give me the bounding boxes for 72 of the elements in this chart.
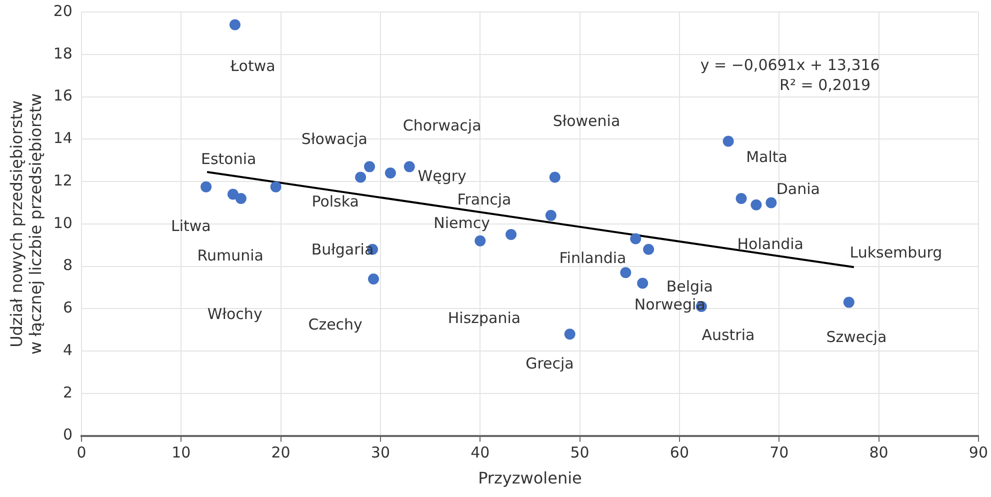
annotation: Holandia [737, 234, 804, 253]
point [200, 181, 212, 192]
point [404, 161, 415, 172]
x-tick-label: 60 [670, 444, 690, 462]
annotation: Szwecja [826, 328, 887, 346]
y-tick-label: 0 [62, 426, 72, 444]
annotation: Polska [312, 192, 359, 211]
annotation: Łotwa [229, 56, 276, 75]
annotation: Hiszpania [448, 309, 521, 328]
point [545, 210, 556, 221]
annotation: Estonia [200, 150, 256, 168]
x-axis-title: Przyzwolenie [478, 468, 582, 488]
point [630, 233, 642, 244]
y-axis-title: Udział nowych przedsiębiorstw w łącznej liczbie przedsiębiorstw [6, 93, 45, 355]
y-tick-label: 6 [62, 298, 72, 317]
point [364, 161, 376, 172]
annotation: Rumunia [197, 246, 264, 265]
y-tick-label: 2 [62, 383, 72, 402]
annotation: Niemcy [434, 214, 490, 232]
annotation: Słowenia [552, 112, 620, 130]
point [766, 197, 777, 208]
x-tick-label: 50 [570, 444, 590, 462]
annotation: Luksemburg [850, 243, 942, 262]
annotation: Słowacja [301, 130, 368, 148]
y-tick-label: 10 [53, 214, 72, 232]
annotation: Chorwacja [402, 116, 482, 134]
y-tick-label: 12 [53, 171, 72, 190]
x-tick-label: 0 [76, 444, 86, 462]
point [750, 199, 762, 210]
annotation: Austria [702, 326, 755, 344]
annotation: Grecja [526, 354, 574, 373]
x-tick-label: 90 [968, 444, 988, 462]
annotation: Węgry [418, 167, 466, 186]
x-tick-label: 20 [271, 444, 290, 462]
annotation: Dania [776, 180, 820, 198]
point [564, 328, 576, 340]
x-tick-label: 30 [370, 444, 390, 462]
point [235, 192, 246, 204]
x-tick-label: 80 [869, 444, 888, 462]
point [368, 273, 379, 284]
point [637, 278, 648, 289]
y-tick-label: 8 [62, 256, 72, 274]
y-tick-label: 20 [53, 2, 72, 20]
point [384, 168, 396, 179]
y-tick-label: 18 [53, 44, 72, 62]
annotation: Belgia [666, 277, 713, 296]
point [227, 188, 238, 200]
point [355, 172, 366, 183]
annotation: Czechy [308, 316, 363, 334]
y-tick-label: 16 [53, 86, 72, 105]
point [843, 296, 854, 308]
point [736, 192, 747, 204]
point [474, 235, 486, 246]
x-tick-label: 40 [470, 444, 490, 462]
y-tick-label: 14 [53, 129, 72, 148]
annotation: R² = 0,2019 [780, 76, 871, 94]
point [643, 244, 654, 255]
x-tick-label: 70 [770, 444, 789, 462]
annotation: Litwa [170, 216, 211, 235]
point [620, 267, 632, 278]
y-tick-label: 4 [62, 340, 72, 359]
point [722, 136, 734, 147]
annotation: Malta [746, 148, 788, 166]
annotation: Francja [457, 190, 512, 208]
point [506, 228, 517, 240]
annotation: y = −0,0691x + 13,316 [700, 56, 880, 74]
point [270, 181, 282, 192]
point [229, 19, 240, 30]
x-tick-label: 10 [172, 444, 191, 462]
annotation: Włochy [207, 304, 262, 323]
point [549, 172, 560, 183]
annotation: Finlandia [559, 248, 626, 267]
